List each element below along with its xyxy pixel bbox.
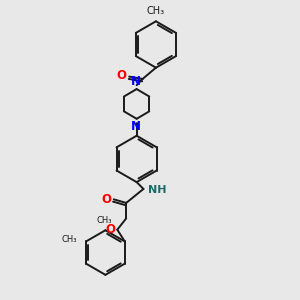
Text: CH₃: CH₃ [61, 236, 76, 244]
Text: N: N [131, 120, 141, 133]
Text: CH₃: CH₃ [147, 6, 165, 16]
Text: O: O [101, 193, 111, 206]
Text: NH: NH [148, 185, 167, 195]
Text: O: O [117, 70, 127, 83]
Text: O: O [106, 223, 116, 236]
Text: N: N [131, 75, 141, 88]
Text: CH₃: CH₃ [96, 216, 112, 225]
